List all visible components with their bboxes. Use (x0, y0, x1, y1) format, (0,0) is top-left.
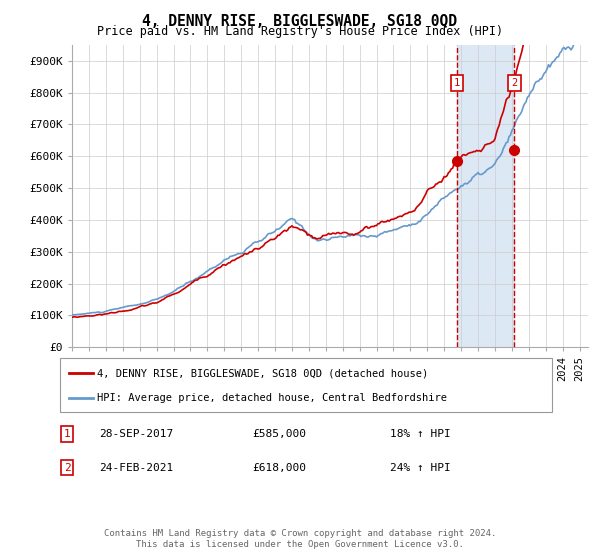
Text: 4, DENNY RISE, BIGGLESWADE, SG18 0QD (detached house): 4, DENNY RISE, BIGGLESWADE, SG18 0QD (de… (97, 368, 428, 379)
Text: 28-SEP-2017: 28-SEP-2017 (99, 429, 173, 439)
Text: 2: 2 (511, 78, 518, 88)
Text: 18% ↑ HPI: 18% ↑ HPI (390, 429, 451, 439)
Text: Contains HM Land Registry data © Crown copyright and database right 2024.
This d: Contains HM Land Registry data © Crown c… (104, 529, 496, 549)
Text: £585,000: £585,000 (252, 429, 306, 439)
Text: HPI: Average price, detached house, Central Bedfordshire: HPI: Average price, detached house, Cent… (97, 393, 447, 403)
Text: 24-FEB-2021: 24-FEB-2021 (99, 463, 173, 473)
Text: 1: 1 (454, 78, 460, 88)
Text: Price paid vs. HM Land Registry's House Price Index (HPI): Price paid vs. HM Land Registry's House … (97, 25, 503, 38)
Text: 4, DENNY RISE, BIGGLESWADE, SG18 0QD: 4, DENNY RISE, BIGGLESWADE, SG18 0QD (143, 14, 458, 29)
Text: 1: 1 (64, 429, 71, 439)
Text: £618,000: £618,000 (252, 463, 306, 473)
Text: 24% ↑ HPI: 24% ↑ HPI (390, 463, 451, 473)
Bar (457, 45, 514, 347)
Text: 2: 2 (64, 463, 71, 473)
